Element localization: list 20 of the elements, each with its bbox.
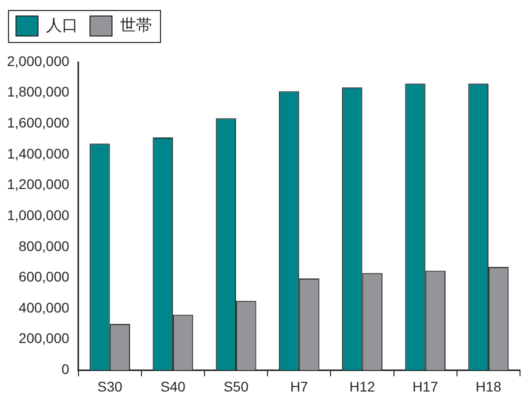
legend-label: 世帯 xyxy=(120,16,152,34)
y-tick-label: 1,800,000 xyxy=(6,84,70,100)
x-tick-label: S30 xyxy=(97,378,122,394)
x-tick-label: H7 xyxy=(290,378,308,394)
legend-label: 人口 xyxy=(46,17,78,34)
y-tick-label: 1,000,000 xyxy=(6,206,70,223)
y-tick-label: 800,000 xyxy=(18,238,70,254)
y-tick-label: 400,000 xyxy=(18,299,70,316)
y-tick-label: 1,400,000 xyxy=(6,145,70,162)
x-tick-label: H18 xyxy=(476,378,502,394)
y-tick-label: 2,000,000 xyxy=(6,52,70,69)
y-tick-label: 0 xyxy=(61,361,70,378)
y-tick-label: 1,200,000 xyxy=(6,176,70,192)
y-tick-label: 1,600,000 xyxy=(6,114,70,130)
y-tick-label: 200,000 xyxy=(18,330,70,346)
x-tick-label: S50 xyxy=(224,378,249,394)
x-tick-label: S40 xyxy=(160,378,186,394)
y-tick-label: 600,000 xyxy=(18,268,70,285)
x-tick-label: H17 xyxy=(412,378,438,394)
x-tick-label: H12 xyxy=(349,378,376,394)
